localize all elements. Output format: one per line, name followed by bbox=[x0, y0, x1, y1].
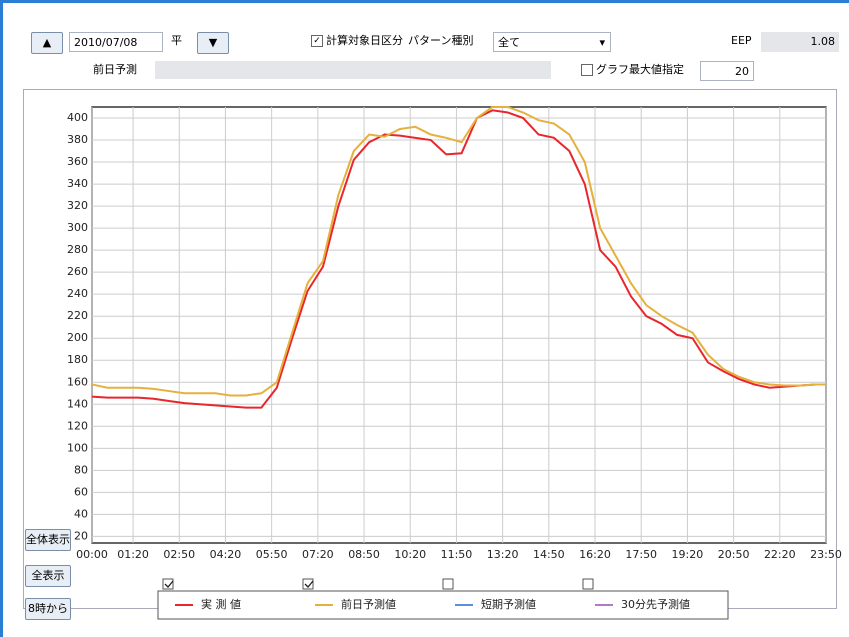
y-tick-label: 240 bbox=[67, 287, 88, 300]
y-tick-label: 300 bbox=[67, 221, 88, 234]
legend-checkbox bbox=[302, 578, 314, 590]
prev-label: 前日予測 bbox=[93, 63, 137, 76]
y-tick-label: 160 bbox=[67, 375, 88, 388]
graph-max-label: グラフ最大値指定 bbox=[596, 63, 684, 76]
legend-label: 30分先予測値 bbox=[621, 597, 690, 611]
y-tick-label: 340 bbox=[67, 177, 88, 190]
calc-target-label: 計算対象日区分 bbox=[326, 34, 403, 47]
y-tick-label: 40 bbox=[74, 507, 88, 520]
y-tick-label: 60 bbox=[74, 485, 88, 498]
x-tick-label: 08:50 bbox=[348, 548, 380, 561]
y-tick-label: 400 bbox=[67, 111, 88, 124]
y-tick-label: 140 bbox=[67, 397, 88, 410]
legend-label: 前日予測値 bbox=[341, 597, 396, 611]
y-tick-label: 100 bbox=[67, 441, 88, 454]
x-tick-label: 22:20 bbox=[764, 548, 796, 561]
x-tick-label: 16:20 bbox=[579, 548, 611, 561]
pattern-select[interactable]: 全て ▾ bbox=[493, 32, 611, 52]
legend-checkbox bbox=[162, 578, 174, 590]
x-tick-label: 17:50 bbox=[625, 548, 657, 561]
y-tick-label: 20 bbox=[74, 529, 88, 542]
prev-bar bbox=[155, 61, 551, 79]
y-tick-label: 120 bbox=[67, 419, 88, 432]
y-tick-label: 320 bbox=[67, 199, 88, 212]
x-tick-label: 20:50 bbox=[718, 548, 750, 561]
eep-value: 1.08 bbox=[761, 32, 839, 52]
x-tick-label: 10:20 bbox=[394, 548, 426, 561]
up-button[interactable]: ▲ bbox=[31, 32, 63, 54]
legend-box bbox=[157, 590, 729, 620]
y-tick-label: 280 bbox=[67, 243, 88, 256]
x-tick-label: 00:00 bbox=[76, 548, 108, 561]
x-tick-label: 19:20 bbox=[672, 548, 704, 561]
day-type: 平 bbox=[171, 34, 182, 47]
all-view-button[interactable]: 全表示 bbox=[25, 565, 71, 587]
x-tick-label: 01:20 bbox=[117, 548, 149, 561]
y-tick-label: 200 bbox=[67, 331, 88, 344]
x-tick-label: 02:50 bbox=[163, 548, 195, 561]
calc-target-checkbox[interactable]: ✓ 計算対象日区分 bbox=[311, 31, 403, 51]
x-tick-label: 13:20 bbox=[487, 548, 519, 561]
legend-checkmark bbox=[164, 580, 174, 588]
series-line bbox=[91, 109, 826, 409]
chart: 20 40 60 80 100 120 140 160 180 200 220 240 260 280 30… bbox=[67, 106, 842, 620]
legend-checkbox bbox=[582, 578, 594, 590]
pattern-label: パターン種別 bbox=[408, 34, 474, 47]
legend-checkbox bbox=[442, 578, 454, 590]
graph-max-input[interactable]: 20 bbox=[700, 61, 754, 81]
y-tick-label: 260 bbox=[67, 265, 88, 278]
full-view-button[interactable]: 全体表示 bbox=[25, 529, 71, 551]
legend-label: 実 測 値 bbox=[201, 597, 241, 611]
y-tick-label: 220 bbox=[67, 309, 88, 322]
date-input[interactable]: 2010/07/08 bbox=[69, 32, 163, 52]
graph-max-checkbox[interactable]: グラフ最大値指定 bbox=[581, 60, 684, 80]
y-tick-label: 380 bbox=[67, 133, 88, 146]
from-8-button[interactable]: 8時から bbox=[25, 598, 71, 620]
eep-label: EEP bbox=[731, 34, 752, 47]
x-tick-label: 23:50 bbox=[810, 548, 842, 561]
pattern-value: 全て bbox=[498, 36, 520, 49]
y-tick-label: 80 bbox=[74, 463, 88, 476]
y-tick-label: 180 bbox=[67, 353, 88, 366]
x-tick-label: 11:50 bbox=[441, 548, 473, 561]
y-tick-label: 360 bbox=[67, 155, 88, 168]
legend-checkmark bbox=[304, 580, 314, 588]
x-tick-label: 05:50 bbox=[256, 548, 288, 561]
legend-label: 短期予測値 bbox=[481, 597, 536, 611]
plot-area bbox=[91, 106, 827, 544]
series-line bbox=[91, 106, 826, 397]
x-tick-label: 14:50 bbox=[533, 548, 565, 561]
down-button[interactable]: ▼ bbox=[197, 32, 229, 54]
x-tick-label: 07:20 bbox=[302, 548, 334, 561]
x-tick-label: 04:20 bbox=[210, 548, 242, 561]
